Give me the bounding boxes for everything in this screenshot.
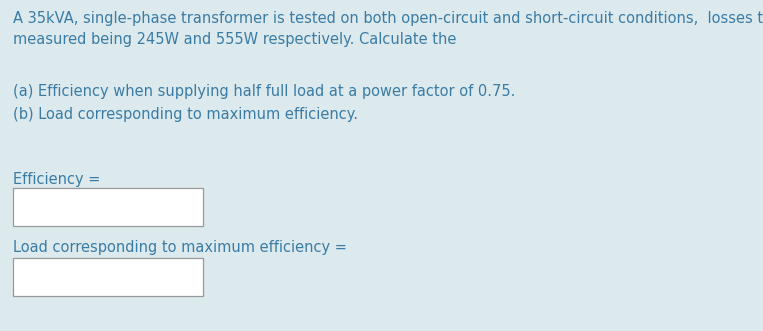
FancyBboxPatch shape [13, 188, 203, 226]
FancyBboxPatch shape [13, 258, 203, 296]
Text: (b) Load corresponding to maximum efficiency.: (b) Load corresponding to maximum effici… [13, 107, 358, 122]
Text: measured being 245W and 555W respectively. Calculate the: measured being 245W and 555W respectivel… [13, 32, 456, 47]
Text: Load corresponding to maximum efficiency =: Load corresponding to maximum efficiency… [13, 240, 347, 255]
Text: A 35kVA, single-phase transformer is tested on both open-circuit and short-circu: A 35kVA, single-phase transformer is tes… [13, 11, 763, 26]
Text: Efficiency =: Efficiency = [13, 172, 101, 187]
Text: (a) Efficiency when supplying half full load at a power factor of 0.75.: (a) Efficiency when supplying half full … [13, 84, 515, 99]
